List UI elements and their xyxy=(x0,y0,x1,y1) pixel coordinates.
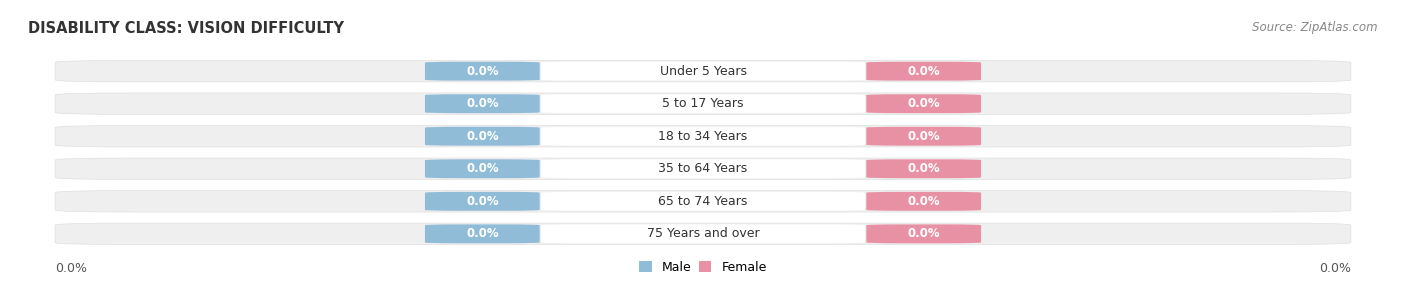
FancyBboxPatch shape xyxy=(55,60,1351,82)
Text: 75 Years and over: 75 Years and over xyxy=(647,227,759,240)
FancyBboxPatch shape xyxy=(55,191,1351,212)
FancyBboxPatch shape xyxy=(425,94,540,113)
Text: 0.0%: 0.0% xyxy=(907,130,941,143)
Text: 5 to 17 Years: 5 to 17 Years xyxy=(662,97,744,110)
Text: 0.0%: 0.0% xyxy=(907,195,941,208)
FancyBboxPatch shape xyxy=(541,62,865,81)
Text: 0.0%: 0.0% xyxy=(465,162,499,175)
Text: 0.0%: 0.0% xyxy=(465,130,499,143)
FancyBboxPatch shape xyxy=(866,62,981,81)
Text: 0.0%: 0.0% xyxy=(907,65,941,78)
FancyBboxPatch shape xyxy=(55,125,1351,147)
FancyBboxPatch shape xyxy=(541,127,865,146)
Text: 0.0%: 0.0% xyxy=(55,262,87,275)
Text: 0.0%: 0.0% xyxy=(465,227,499,240)
FancyBboxPatch shape xyxy=(866,224,981,243)
Text: 35 to 64 Years: 35 to 64 Years xyxy=(658,162,748,175)
Legend: Male, Female: Male, Female xyxy=(634,256,772,279)
FancyBboxPatch shape xyxy=(541,94,865,113)
Text: 0.0%: 0.0% xyxy=(1319,262,1351,275)
Text: DISABILITY CLASS: VISION DIFFICULTY: DISABILITY CLASS: VISION DIFFICULTY xyxy=(28,21,344,36)
FancyBboxPatch shape xyxy=(425,159,540,178)
FancyBboxPatch shape xyxy=(425,192,540,211)
Text: Under 5 Years: Under 5 Years xyxy=(659,65,747,78)
FancyBboxPatch shape xyxy=(425,62,540,81)
FancyBboxPatch shape xyxy=(541,224,865,243)
Text: 0.0%: 0.0% xyxy=(907,162,941,175)
Text: 0.0%: 0.0% xyxy=(907,97,941,110)
FancyBboxPatch shape xyxy=(425,224,540,243)
FancyBboxPatch shape xyxy=(425,127,540,146)
FancyBboxPatch shape xyxy=(866,127,981,146)
Text: 0.0%: 0.0% xyxy=(465,65,499,78)
FancyBboxPatch shape xyxy=(541,192,865,211)
FancyBboxPatch shape xyxy=(55,223,1351,245)
FancyBboxPatch shape xyxy=(55,158,1351,180)
Text: Source: ZipAtlas.com: Source: ZipAtlas.com xyxy=(1253,21,1378,34)
FancyBboxPatch shape xyxy=(866,192,981,211)
Text: 0.0%: 0.0% xyxy=(465,195,499,208)
FancyBboxPatch shape xyxy=(866,159,981,178)
Text: 0.0%: 0.0% xyxy=(907,227,941,240)
FancyBboxPatch shape xyxy=(866,94,981,113)
Text: 65 to 74 Years: 65 to 74 Years xyxy=(658,195,748,208)
FancyBboxPatch shape xyxy=(55,93,1351,114)
FancyBboxPatch shape xyxy=(541,159,865,178)
Text: 18 to 34 Years: 18 to 34 Years xyxy=(658,130,748,143)
Text: 0.0%: 0.0% xyxy=(465,97,499,110)
